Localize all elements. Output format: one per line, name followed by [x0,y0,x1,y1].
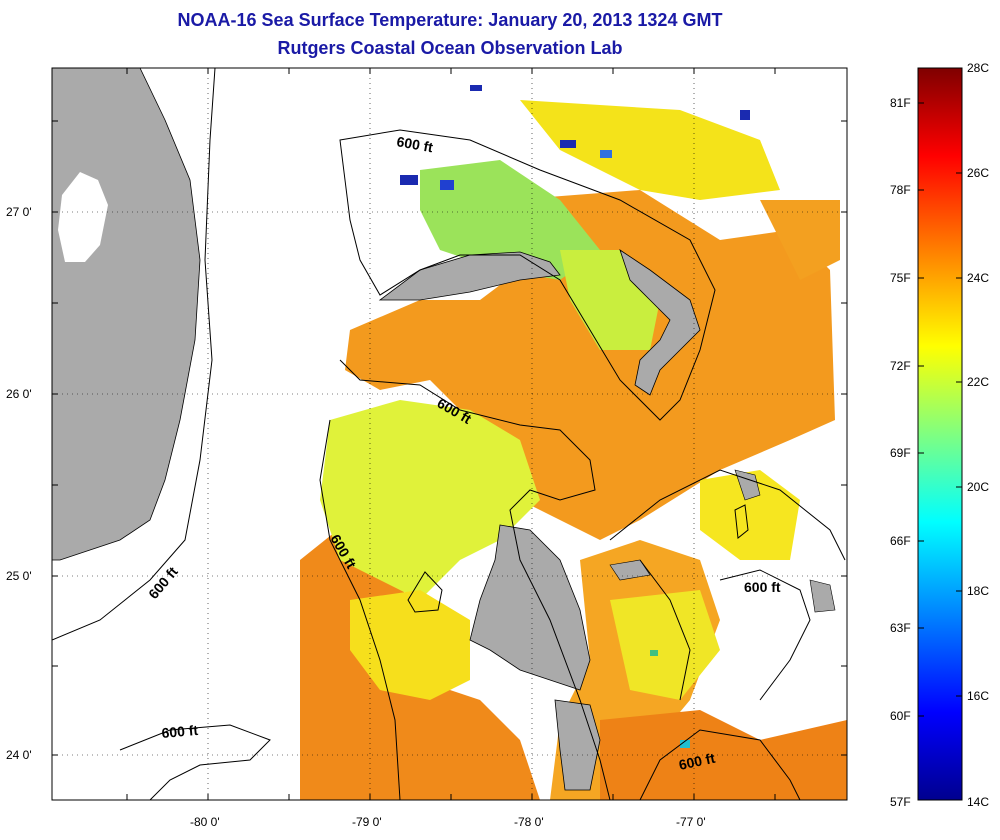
colorbar-c-24: 24C [967,271,989,285]
contour-label-east: 600 ft [744,579,781,595]
colorbar-f-81: 81F [890,96,911,110]
lat-label-27: 27 0' [6,205,32,219]
colorbar-c-26: 26C [967,166,989,180]
contour-label-north: 600 ft [395,133,434,155]
colorbar-c-20: 20C [967,480,989,494]
exuma-land [809,579,836,613]
colorbar-c-16: 16C [967,689,989,703]
south-andros-land [554,699,601,791]
lat-label-25: 25 0' [6,569,32,583]
contour-label-south: 600 ft [161,722,199,741]
small-island-land [609,559,651,581]
colorbar-f-78: 78F [890,183,911,197]
colorbar-f-69: 69F [890,446,911,460]
map-title: NOAA-16 Sea Surface Temperature: January… [177,10,723,30]
colorbar-c-28: 28C [967,61,989,75]
colorbar-f-57: 57F [890,795,911,809]
map-frame [51,67,848,801]
abaco-land [619,249,701,396]
grand-bahama-land [378,251,561,301]
colorbar-c-14: 14C [967,795,989,809]
colorbar-c-22: 22C [967,375,989,389]
colorbar-f-75: 75F [890,271,911,285]
colorbar-c-18: 18C [967,584,989,598]
lon-label-78: -78 0' [514,815,544,829]
sst-mild-regions [320,100,800,700]
colorbar-f-60: 60F [890,709,911,723]
lat-label-26: 26 0' [6,387,32,401]
sst-cold-specks [400,85,750,748]
contour-label-southeast: 600 ft [677,750,716,773]
map-panel [52,68,847,800]
lat-label-24: 24 0' [6,748,32,762]
colorbar-f-63: 63F [890,621,911,635]
colorbar [917,67,963,801]
andros-land [469,524,591,691]
lake-okeechobee [58,172,108,262]
map-subtitle: Rutgers Coastal Ocean Observation Lab [277,38,623,58]
colorbar-f-66: 66F [890,534,911,548]
colorbar-f-ticks [918,67,962,801]
frame-ticks [52,68,847,800]
lon-label-80: -80 0' [190,815,220,829]
depth-contours [52,68,846,800]
lon-label-79: -79 0' [352,815,382,829]
lon-label-77: -77 0' [676,815,706,829]
colorbar-f-72: 72F [890,359,911,373]
graticule [52,68,847,800]
